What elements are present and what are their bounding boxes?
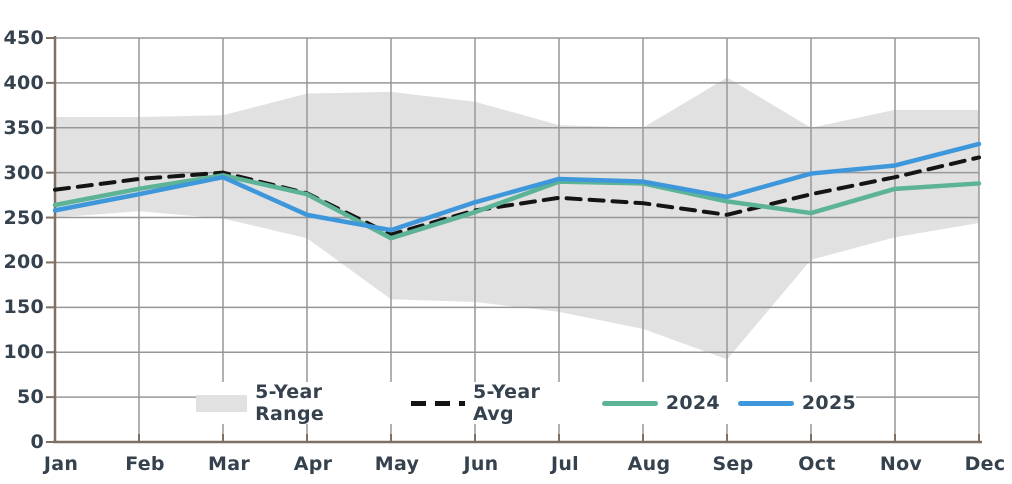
- legend-label-2024: 2024: [665, 392, 720, 414]
- axis-layer: [46, 36, 982, 444]
- line-swatch-2025: [737, 400, 794, 406]
- legend-item-range: 5-Year Range: [196, 381, 393, 425]
- range-band-area: [55, 77, 979, 360]
- y-tick-label: 400: [3, 71, 44, 94]
- range-band-layer: [55, 77, 979, 360]
- legend-item-avg: 5-Year Avg: [411, 381, 584, 425]
- y-tick-label: 100: [3, 341, 44, 364]
- series-line-2024: [52, 173, 982, 241]
- y-tick-label: 50: [16, 386, 44, 409]
- y-tick-label: 0: [30, 431, 44, 453]
- legend-label-range: 5-Year Range: [255, 381, 325, 425]
- x-tick-label: Feb: [125, 453, 165, 475]
- line-swatch-2024: [601, 400, 658, 406]
- x-tick-label: May: [374, 453, 420, 475]
- series-line-2025: [52, 141, 982, 233]
- x-tick-label: Apr: [293, 453, 333, 475]
- legend-label-2025: 2025: [801, 392, 856, 414]
- y-tick-label: 250: [3, 206, 44, 229]
- avg-dashed-swatch: [411, 400, 465, 406]
- legend: 5-Year Range 5-Year Avg 2024 2025: [196, 381, 856, 425]
- x-tick-label: Jun: [463, 453, 499, 475]
- series-line-5-year-avg: [53, 155, 981, 237]
- x-tick-label: Dec: [964, 453, 1006, 475]
- y-tick-label: 300: [3, 161, 44, 184]
- y-tick-label: 450: [3, 27, 44, 49]
- x-tick-label: Aug: [627, 453, 671, 475]
- y-tick-label: 200: [3, 251, 44, 274]
- y-tick-label: 350: [3, 116, 44, 139]
- legend-item-2025: 2025: [737, 392, 856, 414]
- y-tick-label: 150: [3, 296, 44, 319]
- x-tick-label: Sep: [712, 453, 754, 475]
- legend-item-2024: 2024: [601, 392, 720, 414]
- legend-label-avg: 5-Year Avg: [472, 381, 541, 425]
- x-tick-label: Jan: [43, 453, 79, 475]
- series-layer: [52, 141, 982, 241]
- x-tick-label: Oct: [798, 453, 836, 475]
- x-tick-label: Nov: [879, 453, 923, 475]
- range-swatch: [196, 394, 248, 412]
- x-tick-label: Jul: [550, 453, 579, 475]
- x-tick-label: Mar: [208, 453, 250, 475]
